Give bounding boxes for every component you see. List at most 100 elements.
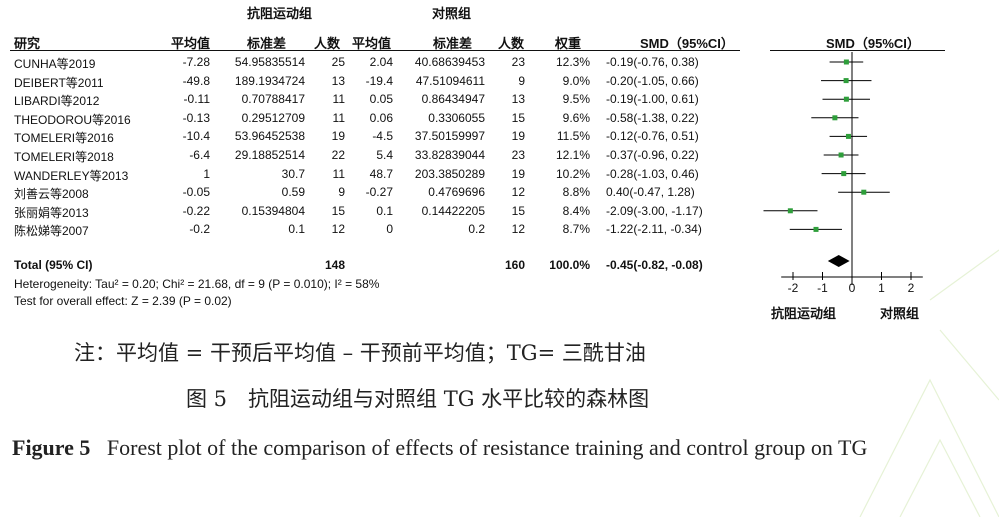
header-n-training: 人数 (314, 36, 341, 51)
cell-sd-control: 203.3850289 (414, 166, 485, 181)
cell-n-control: 19 (511, 166, 525, 181)
cell-sd-control: 47.51094611 (415, 73, 485, 88)
cell-study: 刘善云等2008 (14, 187, 89, 202)
cell-n-training: 15 (331, 203, 345, 218)
study-marker (813, 226, 819, 232)
cell-n-control: 13 (511, 92, 525, 107)
cell-ci: -0.37(-0.96, 0.22) (606, 148, 699, 162)
cell-mean-control: 0 (386, 222, 393, 237)
caption-english-figure-number: Figure 5 (12, 435, 91, 460)
cell-weight: 8.4% (562, 203, 590, 218)
cell-study: CUNHA等2019 (14, 57, 96, 71)
x-axis-tick-label: 1 (878, 281, 885, 295)
cell-mean-training: -0.22 (182, 203, 210, 218)
cell-sd-training: 0.70788417 (241, 92, 305, 107)
cell-sd-training: 30.7 (281, 166, 305, 181)
cell-mean-control: 5.4 (376, 148, 393, 162)
axis-label-favours-control: 对照组 (880, 306, 920, 321)
cell-mean-control: 0.05 (369, 92, 393, 107)
header-plot-smd: SMD（95%CI） (826, 36, 920, 51)
axis-label-favours-training: 抗阻运动组 (771, 306, 837, 321)
x-axis-tick-label: 0 (849, 281, 856, 295)
header-mean-training: 平均值 (170, 36, 210, 51)
study-marker (787, 208, 793, 214)
cell-ci: -0.58(-1.38, 0.22) (606, 110, 699, 125)
cell-n-control: 12 (511, 222, 525, 237)
cell-study: 张丽娟等2013 (14, 205, 89, 220)
cell-ci: 0.40(-0.47, 1.28) (606, 185, 695, 200)
cell-sd-training: 53.96452538 (234, 129, 305, 144)
study-marker (843, 78, 849, 84)
cell-study: 陈松娣等2007 (14, 224, 89, 239)
cell-sd-training: 29.18852514 (234, 148, 305, 162)
cell-mean-control: -4.5 (372, 129, 393, 144)
cell-n-training: 19 (331, 129, 345, 144)
header-sd-control: 标准差 (433, 36, 473, 51)
cell-ci: -0.19(-0.76, 0.38) (606, 55, 699, 69)
cell-n-control: 19 (511, 129, 525, 144)
cell-weight: 12.3% (555, 55, 590, 69)
cell-n-training: 22 (331, 148, 345, 162)
cell-mean-control: -0.27 (365, 185, 393, 200)
cell-n-training: 12 (331, 222, 345, 237)
cell-study: TOMELERI等2018 (14, 150, 114, 164)
cell-study: LIBARDI等2012 (14, 94, 100, 109)
cell-n-control: 23 (511, 55, 525, 69)
total-ci: -0.45(-0.82, -0.08) (606, 258, 703, 272)
cell-sd-control: 0.3306055 (428, 110, 485, 125)
total-label: Total (95% CI) (14, 258, 93, 272)
cell-sd-control: 0.14422205 (421, 203, 485, 218)
cell-weight: 9.5% (562, 92, 590, 107)
cell-mean-training: 1 (203, 166, 210, 181)
cell-ci: -0.20(-1.05, 0.66) (606, 73, 699, 88)
cell-mean-training: -10.4 (182, 129, 210, 144)
cell-mean-training: -49.8 (182, 73, 210, 88)
cell-ci: -0.12(-0.76, 0.51) (606, 129, 699, 144)
forest-plot: -2 -1 0 1 2 (763, 52, 923, 295)
cell-mean-training: -0.11 (183, 92, 210, 107)
cell-mean-control: 0.06 (369, 110, 393, 125)
cell-sd-control: 37.50159997 (414, 129, 485, 144)
header-mean-control: 平均值 (352, 36, 392, 51)
cell-sd-control: 40.68639453 (414, 55, 485, 69)
caption-english: Figure 5 Forest plot of the comparison o… (12, 429, 987, 467)
heterogeneity-text: Heterogeneity: Tau² = 0.20; Chi² = 21.68… (14, 277, 380, 291)
cell-mean-training: -0.05 (182, 185, 210, 200)
cell-sd-training: 0.29512709 (241, 110, 305, 125)
cell-mean-control: 2.04 (369, 55, 393, 69)
x-axis-tick-label: -1 (817, 281, 828, 295)
cell-n-training: 25 (331, 55, 345, 69)
cell-sd-training: 0.1 (288, 222, 305, 237)
x-axis-tick-label: 2 (908, 281, 915, 295)
cell-n-control: 15 (511, 110, 525, 125)
cell-n-training: 13 (331, 73, 345, 88)
cell-sd-control: 0.2 (468, 222, 485, 237)
study-marker (845, 133, 851, 139)
cell-mean-training: -7.28 (182, 55, 210, 69)
cell-sd-control: 0.86434947 (421, 92, 485, 107)
cell-n-training: 9 (338, 185, 345, 200)
cell-weight: 10.2% (555, 166, 590, 181)
study-marker (843, 59, 849, 65)
cell-sd-control: 33.82839044 (414, 148, 485, 162)
cell-n-training: 11 (332, 110, 345, 125)
pooled-diamond (827, 255, 850, 267)
cell-mean-control: -19.4 (365, 73, 393, 88)
cell-n-control: 12 (511, 185, 525, 200)
cell-study: WANDERLEY等2013 (14, 168, 129, 183)
cell-ci: -1.22(-2.11, -0.34) (606, 222, 702, 237)
cell-n-control: 23 (511, 148, 525, 162)
table-note: 注：平均值 = 干预后平均值 – 干预前平均值；TG= 三酰甘油 (74, 341, 646, 365)
plot-header-divider (770, 50, 945, 51)
cell-mean-training: -0.13 (182, 110, 210, 125)
total-weight: 100.0% (549, 258, 590, 272)
cell-mean-control: 48.7 (369, 166, 393, 181)
caption-chinese: 图 5 抗阻运动组与对照组 TG 水平比较的森林图 (186, 387, 650, 411)
study-marker (841, 171, 847, 177)
study-marker (838, 152, 844, 158)
cell-ci: -2.09(-3.00, -1.17) (606, 203, 703, 218)
cell-weight: 9.0% (562, 73, 590, 88)
study-marker (832, 115, 838, 121)
cell-n-training: 11 (332, 92, 345, 107)
